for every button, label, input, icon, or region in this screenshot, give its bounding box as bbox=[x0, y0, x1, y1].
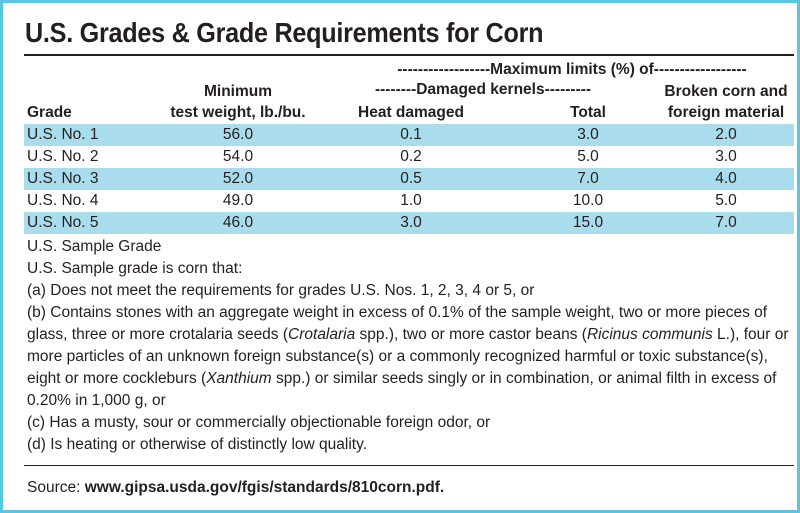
cell-broken-foreign: 7.0 bbox=[715, 214, 737, 231]
header-broken-line1: Broken corn and bbox=[664, 83, 788, 100]
cell-test-weight: 54.0 bbox=[222, 148, 254, 165]
sample-grade-intro: U.S. Sample grade is corn that: bbox=[27, 260, 243, 277]
cell-grade: U.S. No. 1 bbox=[27, 126, 99, 143]
header-grade: Grade bbox=[27, 104, 72, 121]
cell-test-weight: 46.0 bbox=[222, 214, 254, 231]
cell-heat-damaged: 1.0 bbox=[400, 192, 422, 209]
source-divider bbox=[24, 465, 794, 466]
header-total: Total bbox=[570, 104, 606, 121]
sample-grade-notes: U.S. Sample Grade U.S. Sample grade is c… bbox=[27, 236, 797, 456]
title-divider bbox=[24, 54, 794, 56]
cell-total-damaged: 5.0 bbox=[577, 148, 599, 165]
table-row: U.S. No. 1 56.0 0.1 3.0 2.0 bbox=[24, 124, 794, 146]
cell-broken-foreign: 3.0 bbox=[715, 148, 737, 165]
cell-test-weight: 52.0 bbox=[222, 170, 254, 187]
header-heat-damaged: Heat damaged bbox=[358, 104, 464, 121]
table-row: U.S. No. 3 52.0 0.5 7.0 4.0 bbox=[24, 168, 794, 190]
header-broken-line2: foreign material bbox=[667, 104, 785, 121]
note-d: (d) Is heating or otherwise of distinctl… bbox=[27, 436, 368, 453]
cell-grade: U.S. No. 3 bbox=[27, 170, 99, 187]
table-row: U.S. No. 5 46.0 3.0 15.0 7.0 bbox=[24, 212, 794, 234]
cell-grade: U.S. No. 2 bbox=[27, 148, 99, 165]
cell-heat-damaged: 0.2 bbox=[400, 148, 422, 165]
header-min-weight-line1: Minimum bbox=[203, 83, 273, 100]
source-label: Source: bbox=[27, 479, 81, 496]
cell-total-damaged: 3.0 bbox=[577, 126, 599, 143]
cell-total-damaged: 15.0 bbox=[572, 214, 604, 231]
cell-heat-damaged: 3.0 bbox=[400, 214, 422, 231]
cell-broken-foreign: 4.0 bbox=[715, 170, 737, 187]
cell-test-weight: 56.0 bbox=[222, 126, 254, 143]
cell-grade: U.S. No. 5 bbox=[27, 214, 99, 231]
sample-grade-heading: U.S. Sample Grade bbox=[27, 238, 162, 255]
page-title: U.S. Grades & Grade Requirements for Cor… bbox=[25, 17, 544, 48]
note-b: (b) Contains stones with an aggregate we… bbox=[27, 304, 789, 409]
table-row: U.S. No. 2 54.0 0.2 5.0 3.0 bbox=[24, 146, 794, 168]
source-line: Source: www.gipsa.usda.gov/fgis/standard… bbox=[27, 477, 444, 499]
header-min-weight-line2: test weight, lb./bu. bbox=[170, 104, 306, 121]
header-max-limits: ------------------Maximum limits (%) of-… bbox=[397, 61, 747, 78]
source-url[interactable]: www.gipsa.usda.gov/fgis/standards/810cor… bbox=[84, 479, 445, 496]
note-c: (c) Has a musty, sour or commercially ob… bbox=[27, 414, 491, 431]
table-row: U.S. No. 4 49.0 1.0 10.0 5.0 bbox=[24, 190, 794, 212]
cell-heat-damaged: 0.5 bbox=[400, 170, 422, 187]
cell-broken-foreign: 2.0 bbox=[715, 126, 737, 143]
header-damaged-kernels: --------Damaged kernels--------- bbox=[374, 81, 592, 98]
cell-grade: U.S. No. 4 bbox=[27, 192, 99, 209]
cell-total-damaged: 10.0 bbox=[572, 192, 604, 209]
grades-table: U.S. No. 1 56.0 0.1 3.0 2.0 U.S. No. 2 54.0 0.2… bbox=[24, 124, 794, 234]
note-a: (a) Does not meet the requirements for g… bbox=[27, 282, 535, 299]
cell-broken-foreign: 5.0 bbox=[715, 192, 737, 209]
cell-test-weight: 49.0 bbox=[222, 192, 254, 209]
cell-total-damaged: 7.0 bbox=[577, 170, 599, 187]
cell-heat-damaged: 0.1 bbox=[400, 126, 422, 143]
